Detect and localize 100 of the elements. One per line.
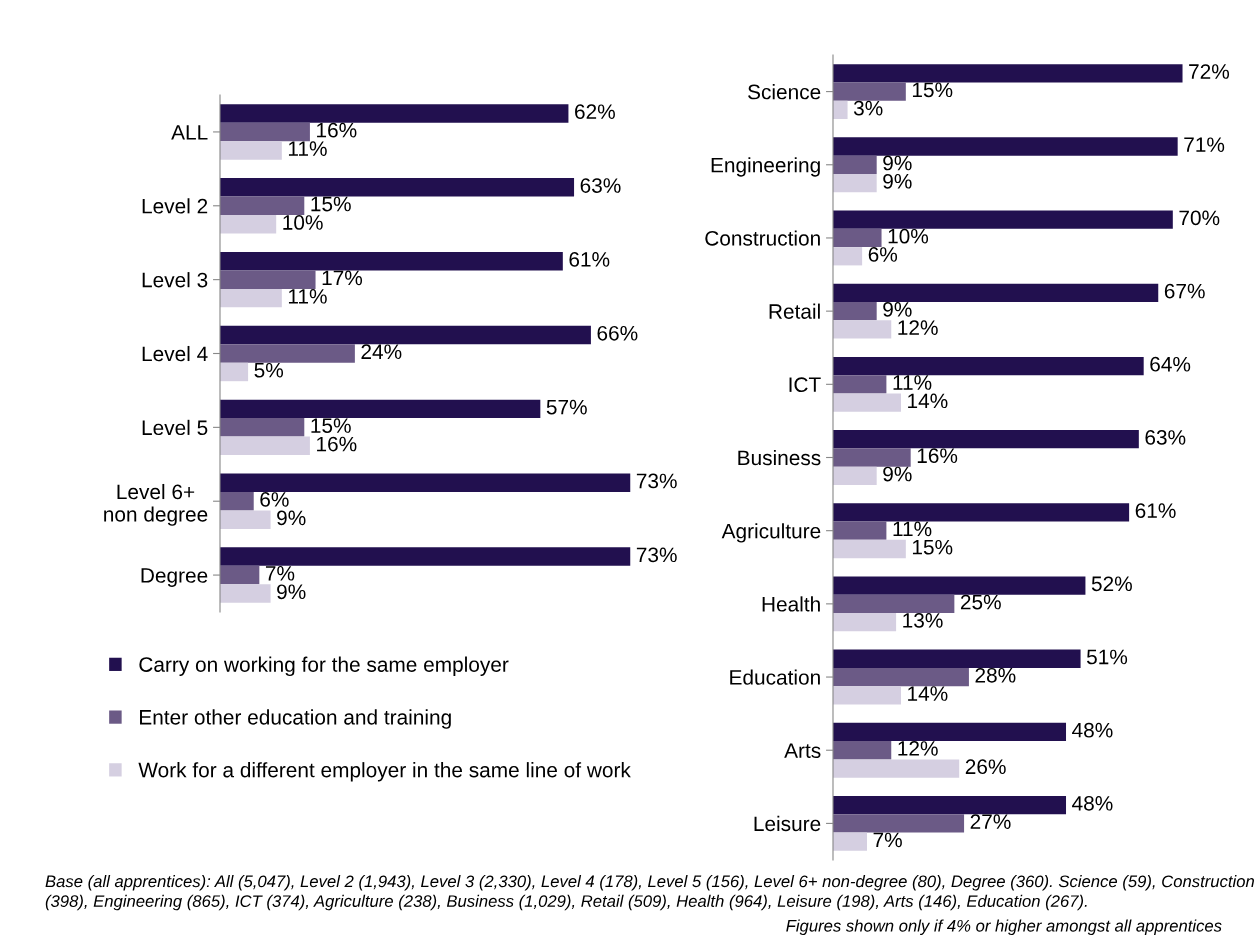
bar bbox=[833, 466, 877, 485]
data-label: 16% bbox=[317, 436, 357, 452]
data-label: 9% bbox=[883, 155, 912, 171]
y-tick-label: Level 5 bbox=[142, 419, 208, 436]
bar bbox=[833, 356, 1144, 376]
data-label: 62% bbox=[575, 104, 615, 120]
bar bbox=[833, 503, 1130, 522]
data-label: 11% bbox=[288, 289, 327, 304]
bar bbox=[833, 448, 911, 467]
bar bbox=[833, 539, 906, 559]
data-label: 28% bbox=[975, 667, 1016, 683]
bar bbox=[220, 178, 575, 197]
bar bbox=[833, 283, 1159, 302]
data-label: 25% bbox=[960, 594, 1001, 610]
data-label: 72% bbox=[1189, 64, 1230, 79]
y-tick-label: Business bbox=[738, 449, 821, 466]
bar bbox=[833, 814, 965, 833]
bar bbox=[220, 547, 631, 566]
bar bbox=[833, 301, 877, 321]
bar bbox=[833, 393, 901, 412]
data-label: 14% bbox=[908, 393, 948, 409]
data-label: 12% bbox=[898, 741, 938, 756]
bar bbox=[220, 325, 591, 345]
data-label: 15% bbox=[311, 418, 351, 433]
bar bbox=[220, 510, 271, 529]
bar bbox=[833, 759, 960, 778]
bar bbox=[220, 418, 305, 437]
bar bbox=[220, 104, 569, 123]
data-label: 11% bbox=[893, 375, 932, 390]
bar bbox=[220, 399, 541, 419]
data-label: 7% bbox=[265, 566, 295, 581]
bar bbox=[220, 344, 355, 363]
y-tick-label: Health bbox=[762, 596, 820, 612]
bar bbox=[220, 565, 260, 585]
bar bbox=[220, 491, 254, 511]
y-tick-label: ICT bbox=[789, 377, 821, 393]
data-label: 6% bbox=[260, 492, 289, 507]
data-label: 73% bbox=[636, 473, 677, 489]
y-tick-label: Agriculture bbox=[721, 523, 821, 543]
y-tick-label: Leisure bbox=[754, 815, 821, 832]
bar bbox=[220, 436, 310, 456]
data-label: 17% bbox=[322, 270, 363, 286]
data-label: 14% bbox=[908, 686, 948, 701]
bar bbox=[220, 251, 563, 271]
bar bbox=[220, 288, 282, 308]
data-label: 63% bbox=[1145, 430, 1186, 445]
data-label: 64% bbox=[1150, 356, 1191, 372]
data-label: 16% bbox=[317, 122, 357, 138]
y-tick-label: Level 2 bbox=[142, 198, 208, 214]
bar bbox=[220, 270, 316, 289]
data-label: 9% bbox=[883, 301, 912, 317]
legend-label: Enter other education and training bbox=[140, 709, 451, 729]
data-label: 63% bbox=[580, 178, 621, 193]
data-label: 70% bbox=[1179, 210, 1220, 226]
bar bbox=[833, 100, 848, 120]
data-label: 52% bbox=[1091, 576, 1132, 592]
bar bbox=[833, 137, 1178, 156]
data-label: 15% bbox=[311, 196, 351, 212]
data-label: 12% bbox=[898, 320, 938, 335]
y-tick-label: Retail bbox=[769, 303, 820, 319]
data-label: 15% bbox=[912, 82, 953, 98]
legend-label: Work for a different employer in the same line of work bbox=[138, 762, 631, 782]
bar bbox=[833, 247, 863, 266]
text: Base (all apprentices): All (5,047), Level 2 (1,943), Level 3 (2,330), Level 4 (178), Level 5 (156), Level 6+ non-degree (80), Degree (360). Science (59), Construction (398), Engineering (865), ICT (374), Agriculture (238), Business (1,029), Retail (509), Health (964), Leisure (198), Arts (146), Education (267). bbox=[45, 875, 1254, 911]
data-label: 51% bbox=[1086, 649, 1128, 665]
bar bbox=[833, 667, 969, 687]
data-label: 57% bbox=[546, 399, 587, 415]
bar bbox=[833, 521, 887, 540]
bar bbox=[833, 155, 877, 174]
data-label: 16% bbox=[917, 448, 958, 464]
data-label: 48% bbox=[1072, 795, 1113, 811]
data-label: 71% bbox=[1184, 137, 1225, 152]
bar bbox=[833, 795, 1067, 815]
y-tick-label: Level 4 bbox=[142, 345, 208, 362]
bar bbox=[833, 82, 906, 101]
data-label: 11% bbox=[893, 521, 932, 537]
data-label: 61% bbox=[1135, 503, 1176, 518]
legend-label: Carry on working for the same employer bbox=[139, 656, 509, 677]
bar bbox=[220, 362, 249, 382]
y-tick-label: Arts bbox=[784, 743, 821, 758]
data-label: 26% bbox=[965, 759, 1006, 775]
bar bbox=[833, 722, 1067, 742]
data-label: 9% bbox=[883, 173, 912, 189]
bar bbox=[220, 122, 310, 142]
bar bbox=[833, 375, 887, 394]
y-tick-label: Level 3 bbox=[142, 272, 208, 288]
data-label: 10% bbox=[283, 215, 323, 230]
bar bbox=[833, 686, 901, 705]
data-label: 9% bbox=[277, 584, 306, 600]
bar bbox=[833, 228, 882, 248]
bar bbox=[833, 832, 867, 851]
data-label: 67% bbox=[1164, 283, 1205, 299]
bar bbox=[220, 141, 282, 160]
data-label: 3% bbox=[853, 100, 883, 116]
data-label: 73% bbox=[636, 547, 677, 563]
bar bbox=[833, 741, 892, 760]
data-label: 6% bbox=[868, 247, 898, 262]
data-label: 9% bbox=[883, 466, 912, 482]
bar bbox=[833, 64, 1183, 83]
data-label: 24% bbox=[361, 344, 402, 360]
